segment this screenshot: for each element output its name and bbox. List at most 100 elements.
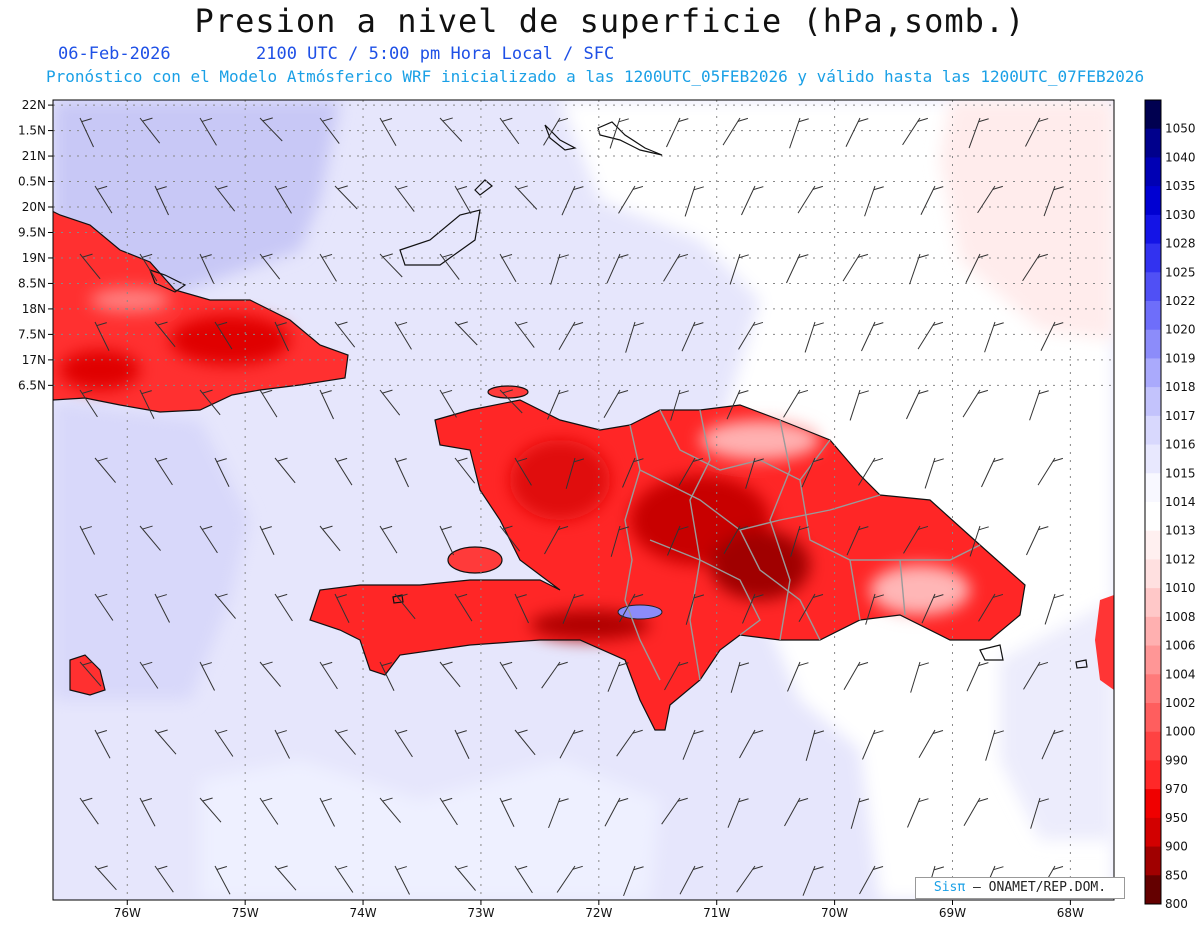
wind-barb [94, 729, 111, 759]
colorbar-swatch [1145, 214, 1161, 245]
wind-barb [739, 729, 764, 759]
wind-barb [619, 593, 644, 623]
wind-barb [616, 729, 643, 757]
date-label: 06-Feb-2026 [58, 44, 171, 64]
colorbar-label: 1008 [1165, 610, 1196, 624]
wind-barb [379, 389, 401, 416]
wind-barb [259, 661, 281, 687]
wind-barb [682, 729, 704, 760]
wind-barb [730, 661, 750, 693]
lon-label: 74W [349, 906, 376, 920]
wind-barb [334, 321, 356, 348]
wind-barb [981, 457, 1004, 488]
wind-barb [862, 729, 884, 760]
colorbar-label: 1000 [1165, 725, 1196, 739]
wind-barb [666, 117, 689, 148]
wind-barb [154, 729, 177, 755]
colorbar-label: 850 [1165, 868, 1188, 882]
wind-barb [604, 797, 629, 827]
wind-barb [79, 525, 95, 555]
wind-barb [79, 389, 98, 418]
wind-barb [334, 457, 353, 486]
wind-barb [603, 389, 629, 418]
lon-label: 71W [703, 906, 730, 920]
wind-barb [661, 797, 688, 825]
wind-barb [556, 865, 583, 893]
colorbar-label: 1025 [1165, 265, 1196, 279]
wind-barb [439, 389, 457, 418]
wind-barb [787, 661, 809, 692]
wind-barb [214, 729, 234, 757]
hispaniola-land [310, 400, 1025, 730]
wind-barb [797, 185, 824, 214]
wind-barb [454, 865, 476, 891]
wind-barb [199, 525, 218, 554]
colorbar-swatch [1145, 875, 1161, 905]
wind-barb [622, 457, 644, 488]
wind-barb [379, 525, 398, 554]
wind-barb [94, 457, 116, 483]
wind-barb [726, 389, 749, 420]
colorbar-swatch [1145, 703, 1161, 733]
wind-barb [394, 593, 416, 620]
wind-barb [723, 525, 749, 554]
wind-barb [199, 253, 214, 284]
colorbar-swatch [1145, 301, 1161, 331]
colorbar-label: 1050 [1165, 122, 1196, 136]
wind-barb [259, 797, 279, 825]
wind-barb [789, 117, 809, 149]
wind-barb [727, 797, 749, 828]
wind-barb [681, 321, 704, 352]
lon-label: 68W [1057, 906, 1084, 920]
wind-barb [558, 321, 584, 350]
wind-barb [548, 797, 569, 829]
wind-barb [394, 729, 413, 758]
wind-barb [561, 185, 584, 216]
colorbar-label: 950 [1165, 811, 1188, 825]
lat-label: 7.5N [18, 327, 46, 341]
colorbar-label: 1015 [1165, 466, 1196, 480]
wind-barb [394, 865, 410, 895]
wind-barb [684, 185, 704, 217]
colorbar-label: 1040 [1165, 150, 1196, 164]
wind-barb [842, 253, 869, 282]
wind-barb [94, 321, 110, 351]
wind-barb [858, 457, 884, 486]
wind-barb [607, 661, 629, 692]
wind-barb [319, 525, 341, 552]
colorbar-label: 1035 [1165, 179, 1196, 193]
wind-barb [1041, 729, 1064, 760]
colorbar-swatch [1145, 272, 1161, 302]
wind-barb [454, 593, 473, 622]
wind-barb [1044, 593, 1064, 625]
wind-barb [199, 389, 221, 416]
plot-frame [52, 99, 1115, 901]
wind-barb [1030, 797, 1049, 829]
wind-barb [804, 321, 824, 353]
wind-barb [154, 593, 170, 623]
wind-barb [214, 321, 233, 350]
wind-barb [259, 253, 281, 280]
wind-barb [514, 321, 535, 348]
colorbar-swatch [1145, 559, 1161, 589]
lon-label: 72W [585, 906, 612, 920]
wind-barb [984, 321, 1004, 353]
colorbar-swatch [1145, 846, 1161, 876]
wind-barb [918, 729, 944, 758]
wind-barb [906, 389, 929, 420]
wind-barb [801, 457, 824, 488]
wind-barb [678, 457, 704, 486]
wind-barb [920, 185, 944, 215]
colorbar-swatch [1145, 817, 1161, 848]
wind-barb [618, 185, 644, 214]
wind-barb [679, 865, 704, 895]
wind-barb [790, 525, 809, 557]
colorbar-swatch [1145, 674, 1161, 704]
wind-barb [139, 525, 161, 551]
wind-barb [722, 117, 749, 146]
wind-barb [514, 457, 532, 486]
wind-barb [319, 117, 340, 144]
wind-barb [94, 593, 114, 621]
wind-barb [741, 185, 764, 216]
